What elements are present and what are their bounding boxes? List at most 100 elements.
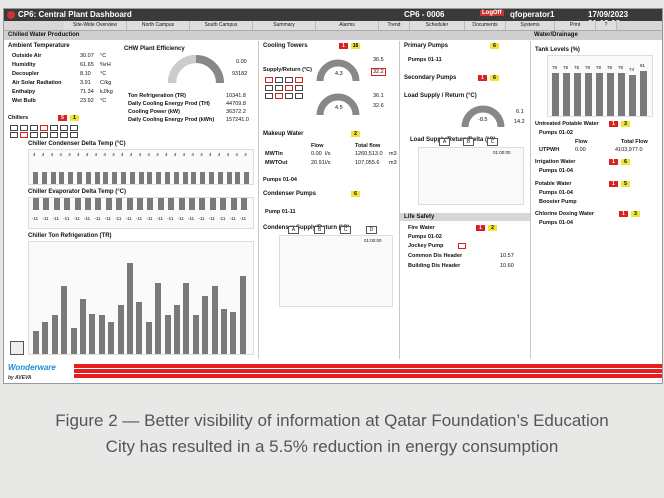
ct-status-box[interactable]	[275, 85, 283, 91]
load-series-c[interactable]: C	[487, 138, 498, 146]
ct-status-box[interactable]	[295, 77, 303, 83]
life-safety-header	[400, 213, 530, 221]
ct-status-box[interactable]	[285, 77, 293, 83]
chiller-status-box[interactable]	[10, 132, 18, 138]
tr-bar	[98, 315, 105, 354]
alarm-row[interactable]	[74, 364, 662, 368]
secondary-pumps-alarm[interactable]: 1	[478, 75, 487, 81]
trend-icon[interactable]	[10, 341, 24, 355]
alarm-row[interactable]	[74, 374, 662, 378]
ct-status-box[interactable]	[295, 93, 303, 99]
evaporator-delta-label: -11	[42, 216, 49, 221]
fire-alarm-badge[interactable]: 1	[476, 225, 485, 231]
chiller-status-box[interactable]	[60, 125, 68, 131]
logout-button[interactable]: LogOff	[480, 10, 504, 16]
ct-supply-title: Supply/Return (°C)	[263, 67, 312, 73]
potable-warn[interactable]: 5	[621, 181, 630, 187]
chlorine-alarm[interactable]: 1	[619, 211, 628, 217]
chiller-status-box[interactable]	[70, 125, 78, 131]
chiller-status-box[interactable]	[40, 132, 48, 138]
chiller-status-box[interactable]	[20, 132, 28, 138]
ambient-label: Wet Bulb	[12, 98, 36, 104]
condenser-delta-title: Chiller Condenser Delta Temp (°C)	[28, 141, 126, 147]
primary-pumps-badge[interactable]: 6	[490, 43, 499, 49]
jockey-pump-status[interactable]	[458, 243, 466, 249]
tank-bar	[629, 75, 636, 116]
chw-value: 157241.0	[226, 117, 249, 123]
ct-status-box[interactable]	[275, 77, 283, 83]
condenser-series-b[interactable]: B	[314, 226, 325, 234]
chiller-status-box[interactable]	[10, 125, 18, 131]
nav-systems[interactable]: Systems	[506, 21, 555, 30]
untreated-alarm[interactable]: 1	[609, 121, 618, 127]
chiller-status-box[interactable]	[30, 125, 38, 131]
evaporator-delta-bar	[178, 198, 185, 210]
potable-alarm[interactable]: 1	[609, 181, 618, 187]
untreated-warn[interactable]: 3	[621, 121, 630, 127]
nav-south-campus[interactable]: South Campus	[190, 21, 253, 30]
condenser-delta-bar	[217, 172, 223, 184]
nav-help[interactable]: ?	[596, 21, 617, 30]
irrigation-alarm[interactable]: 1	[609, 159, 618, 165]
nav-bar: Site-Wide Overview North Campus South Ca…	[4, 21, 662, 31]
ct-status-box[interactable]	[285, 85, 293, 91]
nav-north-campus[interactable]: North Campus	[127, 21, 190, 30]
ct-gauge-1-value: 4.3	[335, 71, 343, 77]
chlorine-pumps: Pumps 01-04	[539, 220, 573, 226]
nav-documents[interactable]: Documents	[465, 21, 506, 30]
nav-trend[interactable]: Trend	[379, 21, 410, 30]
chiller-status-box[interactable]	[50, 132, 58, 138]
common-header-value: 10.57	[500, 253, 514, 259]
nav-alarms[interactable]: Alarms	[316, 21, 379, 30]
ct-status-box[interactable]	[265, 93, 273, 99]
chiller-status-box[interactable]	[20, 125, 28, 131]
condenser-pumps-badge[interactable]: 6	[351, 191, 360, 197]
condenser-delta-bar	[50, 172, 56, 184]
tank-value: 81	[640, 63, 646, 69]
condenser-series-c[interactable]: C	[340, 226, 351, 234]
load-gauge	[461, 105, 505, 128]
chiller-status-box[interactable]	[40, 125, 48, 131]
primary-pumps-title: Primary Pumps	[404, 43, 449, 49]
tr-bar	[136, 302, 143, 354]
ct-status-box[interactable]	[295, 85, 303, 91]
evaporator-delta-label: -11	[32, 216, 39, 221]
chw-value: 10341.8	[226, 93, 246, 99]
ct-warn-badge[interactable]: 16	[351, 43, 360, 49]
chiller-status-box[interactable]	[70, 132, 78, 138]
condenser-delta-bar	[77, 172, 82, 184]
load-series-a[interactable]: A	[439, 138, 450, 146]
ct-status-box[interactable]	[265, 77, 273, 83]
ct-alarm-badge[interactable]: 1	[339, 43, 348, 49]
chillers-warn-badge[interactable]: 1	[70, 115, 79, 121]
chiller-status-box[interactable]	[30, 132, 38, 138]
load-series-b[interactable]: B	[463, 138, 474, 146]
irrigation-warn[interactable]: 6	[621, 159, 630, 165]
ct-status-box[interactable]	[275, 93, 283, 99]
evaporator-delta-bar	[199, 198, 206, 210]
chillers-alarm-badge[interactable]: 5	[58, 115, 67, 121]
makeup-warn-badge[interactable]: 2	[351, 131, 360, 137]
tr-bar	[164, 315, 171, 354]
ct-status-box[interactable]	[265, 85, 273, 91]
cooling-towers-title: Cooling Towers	[263, 43, 308, 49]
chlorine-warn[interactable]: 3	[631, 211, 640, 217]
condenser-series-a[interactable]: A	[288, 226, 299, 234]
nav-print[interactable]: Print	[555, 21, 596, 30]
alarm-row[interactable]	[74, 369, 662, 373]
tr-bar	[230, 312, 237, 354]
ct-status-box[interactable]	[285, 93, 293, 99]
evaporator-delta-bar	[116, 198, 123, 210]
nav-site-wide[interactable]: Site-Wide Overview	[64, 21, 127, 30]
condenser-series-d[interactable]: D	[366, 226, 377, 234]
makeup-row-flow: 0.00	[311, 151, 322, 157]
fire-warn-badge[interactable]: 2	[488, 225, 497, 231]
tr-bar	[183, 282, 190, 354]
nav-summary[interactable]: Summary	[253, 21, 316, 30]
chw-value: 36372.2	[226, 109, 246, 115]
nav-scheduler[interactable]: Scheduler	[410, 21, 465, 30]
chiller-status-box[interactable]	[60, 132, 68, 138]
secondary-pumps-badge[interactable]: 6	[490, 75, 499, 81]
chiller-status-box[interactable]	[50, 125, 58, 131]
condenser-delta-label: 4	[59, 152, 62, 157]
